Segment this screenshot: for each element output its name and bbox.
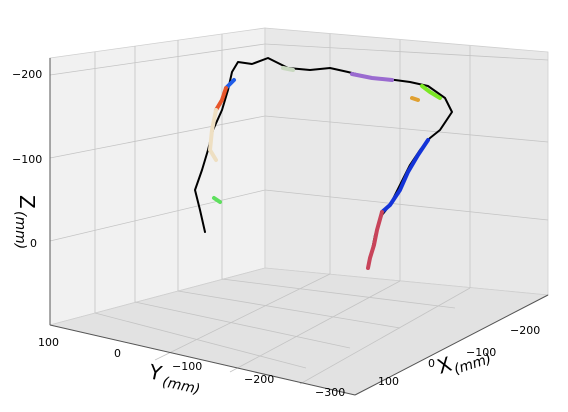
y-tick-label: −100 xyxy=(172,360,202,373)
z-axis-label: Z (mm) xyxy=(12,195,39,249)
y-tick-label: 100 xyxy=(38,336,59,349)
svg-text:X: X xyxy=(434,352,455,379)
svg-text:(mm): (mm) xyxy=(161,374,202,398)
svg-text:(mm): (mm) xyxy=(12,211,28,249)
trajectory-line xyxy=(380,138,430,214)
y-tick-label: −300 xyxy=(315,386,345,399)
y-tick-label: −200 xyxy=(244,373,274,386)
trajectory-line xyxy=(410,96,420,102)
series-layer xyxy=(194,57,453,270)
trajectory-line xyxy=(366,210,384,270)
y-tick-label: 0 xyxy=(114,347,121,360)
trajectory-line xyxy=(208,108,218,162)
y-axis-label: Y (mm) xyxy=(146,359,202,398)
svg-text:Y: Y xyxy=(146,359,165,385)
x-tick-label: −100 xyxy=(466,346,496,359)
trajectory-line xyxy=(350,72,394,82)
trajectory-line xyxy=(281,66,295,72)
trajectory-line xyxy=(214,86,228,112)
z-tick-label: −200 xyxy=(12,68,42,81)
trajectory-line xyxy=(212,196,222,204)
x-tick-label: −200 xyxy=(510,324,540,337)
z-tick-label: 0 xyxy=(30,237,37,250)
y-axis-line xyxy=(49,324,356,396)
x-tick-label: 100 xyxy=(378,375,399,388)
x-axis-line xyxy=(354,294,549,396)
right-back-pane xyxy=(264,27,549,296)
x-tick-label: 0 xyxy=(428,357,435,370)
svg-text:Z: Z xyxy=(15,195,39,209)
trajectory-line xyxy=(420,84,442,100)
z-tick-label: −100 xyxy=(12,153,42,166)
gridlines xyxy=(49,34,549,385)
